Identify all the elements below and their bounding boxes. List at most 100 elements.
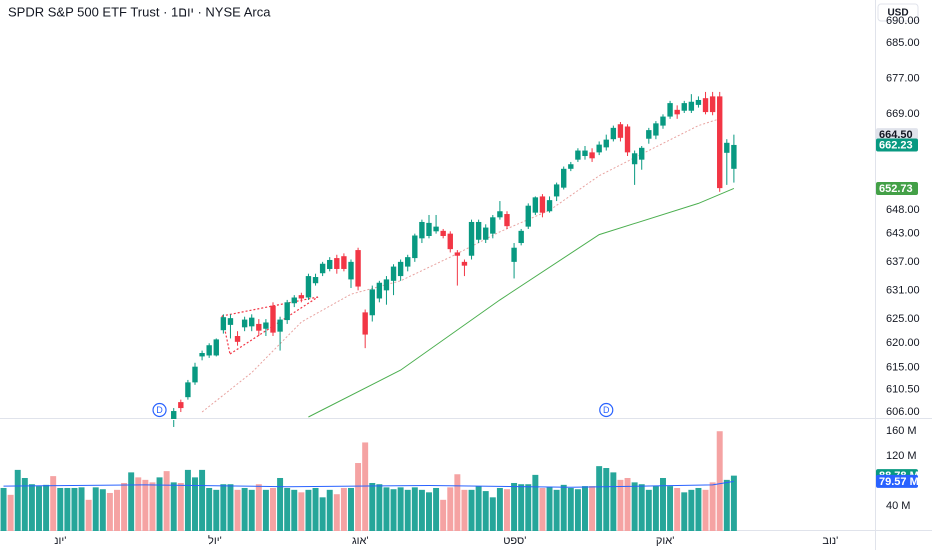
- candle-body: [220, 317, 227, 331]
- x-tick-label: אוג': [352, 535, 369, 547]
- candle-body: [688, 101, 695, 111]
- volume-bar: [369, 482, 376, 531]
- candle-body: [383, 279, 390, 291]
- candle-body: [532, 197, 539, 213]
- volume-bar: [617, 479, 624, 531]
- candle-body: [213, 339, 219, 356]
- volume-bar: [596, 466, 603, 531]
- volume-tick-label: 160 M: [886, 425, 917, 437]
- candle-body: [639, 147, 645, 160]
- candle-body: [256, 323, 262, 331]
- currency[interactable]: USD: [887, 8, 908, 19]
- volume-bar: [340, 487, 347, 531]
- volume-bar: [489, 497, 496, 531]
- volume-bar: [7, 494, 14, 531]
- volume-bar: [610, 472, 617, 531]
- x-tick-label: יונ': [54, 535, 66, 547]
- volume-bar: [560, 484, 567, 531]
- candle-body: [405, 257, 411, 267]
- volume-bar: [50, 476, 57, 531]
- candle-body: [646, 130, 652, 139]
- candle-body: [171, 411, 177, 420]
- candle-body: [724, 142, 730, 153]
- candle-body: [355, 250, 361, 287]
- volume-bar: [234, 489, 241, 531]
- candle-body: [433, 226, 439, 232]
- event-marker: [152, 402, 167, 418]
- event-label: D: [156, 405, 163, 415]
- volume-bar: [390, 489, 397, 531]
- volume-bar: [461, 489, 468, 531]
- volume-bar: [532, 474, 539, 531]
- volume-bar: [106, 492, 113, 531]
- candle-body: [298, 295, 305, 299]
- volume-bar: [638, 484, 645, 531]
- candle-body: [617, 124, 624, 138]
- candle-body: [319, 263, 326, 274]
- candle-body: [192, 366, 198, 383]
- moving-average-line: [308, 187, 735, 418]
- volume-bar: [645, 489, 652, 531]
- volume-bar: [298, 492, 305, 531]
- candle-body: [440, 230, 446, 236]
- volume-bar: [702, 489, 709, 531]
- candle-body: [667, 103, 673, 117]
- volume-bar: [192, 477, 198, 531]
- volume-bar: [0, 487, 7, 531]
- volume-bar: [404, 489, 411, 531]
- candle-body: [539, 196, 546, 213]
- x-tick-label: יול': [208, 534, 222, 547]
- candle-body: [454, 252, 461, 256]
- candle-body: [362, 312, 368, 335]
- y-tick-label: 669.00: [886, 108, 920, 120]
- volume-bar: [270, 487, 276, 531]
- volume-bar: [496, 487, 503, 531]
- volume-bar: [333, 494, 340, 531]
- candle-body: [369, 289, 375, 316]
- candle-body: [397, 261, 404, 277]
- moving-average-line: [3, 480, 734, 488]
- volume-bar: [170, 482, 177, 531]
- candle-body: [511, 247, 517, 262]
- candle-body: [525, 205, 531, 227]
- candle-body: [277, 319, 283, 332]
- price-label: 662.23: [879, 139, 913, 151]
- volume-bar: [184, 469, 191, 531]
- currency-box[interactable]: [877, 3, 919, 22]
- volume-bar: [319, 497, 326, 531]
- volume-bar: [553, 489, 560, 531]
- volume-bar: [723, 479, 730, 531]
- candle-body: [241, 319, 248, 328]
- volume-bar: [709, 482, 716, 531]
- candle-body: [483, 227, 489, 240]
- price-label-box: [876, 138, 918, 152]
- volume-bar: [262, 489, 269, 531]
- candle-body: [596, 144, 602, 153]
- candle-body: [284, 302, 290, 321]
- candle-body: [660, 116, 666, 126]
- volume-bar: [92, 487, 99, 531]
- event-label: D: [603, 405, 610, 415]
- candle-body: [468, 221, 475, 256]
- volume-bar: [426, 492, 432, 531]
- candle-body: [199, 353, 205, 357]
- candle-body: [334, 258, 340, 269]
- candle-body: [263, 322, 269, 329]
- candle-body: [575, 150, 581, 160]
- volume-bar: [220, 484, 227, 531]
- x-tick-label: אוק': [656, 535, 674, 547]
- volume-bar: [355, 463, 362, 531]
- volume-bar: [730, 475, 737, 531]
- volume-bar: [312, 487, 319, 531]
- volume-bar: [277, 477, 284, 531]
- candle-body: [327, 259, 333, 269]
- volume-bar: [348, 487, 354, 531]
- candle-body: [518, 230, 524, 244]
- volume-bar: [418, 489, 425, 531]
- volume-bar: [78, 487, 85, 531]
- candle-body: [249, 317, 255, 327]
- y-tick-label: 606.00: [886, 406, 920, 418]
- volume-bar: [213, 489, 220, 531]
